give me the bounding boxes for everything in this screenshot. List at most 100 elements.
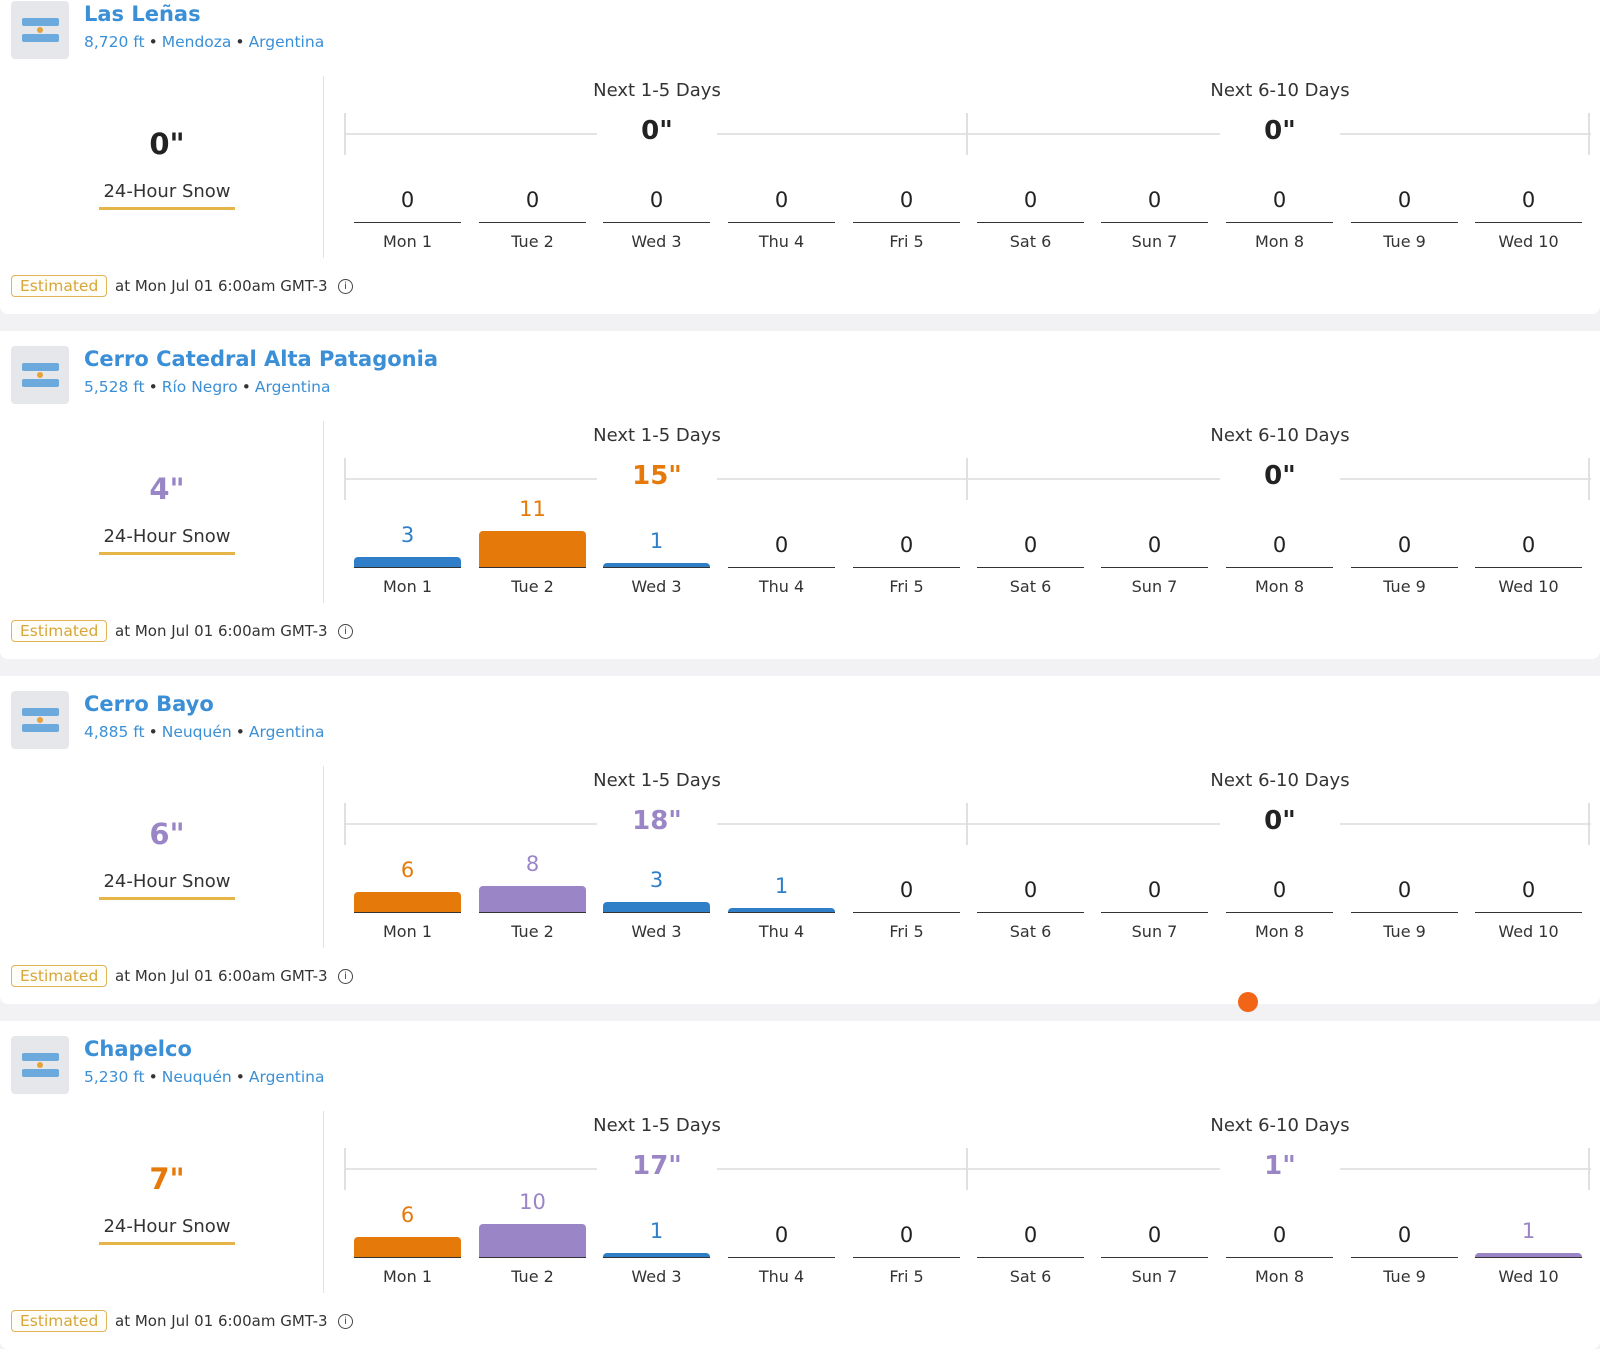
elevation-link[interactable]: 8,720 ft [84, 33, 145, 51]
region-link[interactable]: Neuquén [161, 1068, 232, 1086]
info-icon[interactable]: i [338, 624, 353, 639]
resort-card-inner: Chapelco 5,230 ft • Neuquén • Argentina 7" 24-H… [0, 1035, 1600, 1349]
region-link[interactable]: Río Negro [161, 378, 238, 396]
info-icon[interactable]: i [338, 1314, 353, 1329]
forecast-day[interactable]: 6 Mon 1 [354, 1035, 461, 1315]
resort-name-link[interactable]: Chapelco [84, 1037, 192, 1061]
separator-dot: • [148, 33, 158, 51]
day-label: Wed 10 [1498, 1267, 1559, 1286]
snow-bar [603, 1253, 710, 1257]
forecast-day[interactable]: 0 Wed 10 [1475, 345, 1582, 625]
forecast-day[interactable]: 0 Fri 5 [853, 690, 960, 970]
update-timestamp: at Mon Jul 01 6:00am GMT-3 [115, 967, 328, 985]
forecast-day[interactable]: 0 Wed 10 [1475, 690, 1582, 970]
daily-snow-value: 0 [774, 533, 789, 557]
forecast-day[interactable]: 0 Thu 4 [728, 1035, 835, 1315]
resort-card-inner: Cerro Bayo 4,885 ft • Neuquén • Argentina 6" 24… [0, 690, 1600, 1004]
day-baseline [1351, 1257, 1458, 1258]
forecast-day[interactable]: 0 Tue 9 [1351, 1035, 1458, 1315]
forecast-day[interactable]: 1 Thu 4 [728, 690, 835, 970]
info-icon[interactable]: i [338, 969, 353, 984]
forecast-day[interactable]: 0 Wed 3 [603, 0, 710, 280]
forecast-day[interactable]: 0 Fri 5 [853, 1035, 960, 1315]
forecast-day[interactable]: 10 Tue 2 [479, 1035, 586, 1315]
day-baseline [1226, 1257, 1333, 1258]
daily-snow-value: 0 [525, 188, 540, 212]
forecast-day[interactable]: 8 Tue 2 [479, 690, 586, 970]
day-baseline [977, 912, 1084, 913]
forecast-day[interactable]: 0 Sat 6 [977, 345, 1084, 625]
separator-dot: • [148, 1068, 158, 1086]
country-link[interactable]: Argentina [248, 723, 325, 741]
country-link[interactable]: Argentina [248, 33, 325, 51]
status-badge: Estimated [11, 620, 108, 642]
forecast-day[interactable]: 0 Sat 6 [977, 0, 1084, 280]
argentina-flag-icon [11, 1036, 69, 1094]
forecast-day[interactable]: 3 Mon 1 [354, 345, 461, 625]
forecast-day[interactable]: 0 Mon 8 [1226, 1035, 1333, 1315]
country-link[interactable]: Argentina [248, 1068, 325, 1086]
forecast-day[interactable]: 3 Wed 3 [603, 690, 710, 970]
forecast-day[interactable]: 0 Sun 7 [1101, 345, 1208, 625]
forecast-day[interactable]: 0 Mon 1 [354, 0, 461, 280]
forecast-day[interactable]: 1 Wed 3 [603, 1035, 710, 1315]
forecast-day[interactable]: 0 Fri 5 [853, 345, 960, 625]
forecast-day[interactable]: 0 Mon 8 [1226, 0, 1333, 280]
forecast-day[interactable]: 0 Mon 8 [1226, 345, 1333, 625]
resort-name-link[interactable]: Cerro Bayo [84, 692, 214, 716]
day-label: Mon 1 [383, 577, 432, 596]
day-baseline [603, 1257, 710, 1258]
period-range-tick [966, 458, 968, 500]
forecast-day[interactable]: 0 Mon 8 [1226, 690, 1333, 970]
period-total-6-10: 0" [1220, 806, 1340, 836]
update-timestamp: at Mon Jul 01 6:00am GMT-3 [115, 622, 328, 640]
day-label: Sun 7 [1131, 1267, 1178, 1286]
forecast-day[interactable]: 0 Fri 5 [853, 0, 960, 280]
forecast-day[interactable]: 0 Sat 6 [977, 690, 1084, 970]
status-badge: Estimated [11, 965, 108, 987]
forecast-day[interactable]: 0 Sun 7 [1101, 690, 1208, 970]
forecast-day[interactable]: 1 Wed 10 [1475, 1035, 1582, 1315]
forecast-day[interactable]: 0 Thu 4 [728, 345, 835, 625]
day-baseline [354, 567, 461, 568]
day-label: Thu 4 [758, 577, 805, 596]
period-range-tick [1588, 803, 1590, 845]
forecast-day[interactable]: 0 Tue 9 [1351, 345, 1458, 625]
forecast-day[interactable]: 0 Tue 9 [1351, 0, 1458, 280]
period-label-6-10: Next 6-10 Days [1210, 80, 1350, 101]
forecast-day[interactable]: 6 Mon 1 [354, 690, 461, 970]
snow-bar [603, 563, 710, 567]
forecast-day[interactable]: 11 Tue 2 [479, 345, 586, 625]
forecast-day[interactable]: 0 Wed 10 [1475, 0, 1582, 280]
period-label-1-5: Next 1-5 Days [593, 425, 721, 446]
day-baseline [853, 1257, 960, 1258]
day-label: Tue 9 [1383, 922, 1426, 941]
forecast-day[interactable]: 0 Tue 2 [479, 0, 586, 280]
forecast-day[interactable]: 0 Sun 7 [1101, 1035, 1208, 1315]
resort-name-link[interactable]: Las Leñas [84, 2, 201, 26]
country-link[interactable]: Argentina [254, 378, 331, 396]
day-baseline [603, 912, 710, 913]
forecast-day[interactable]: 0 Thu 4 [728, 0, 835, 280]
info-icon[interactable]: i [338, 279, 353, 294]
forecast-day[interactable]: 0 Sat 6 [977, 1035, 1084, 1315]
elevation-link[interactable]: 5,528 ft [84, 378, 145, 396]
resort-card: Cerro Catedral Alta Patagonia 5,528 ft • Rí… [0, 331, 1600, 659]
day-label: Tue 2 [511, 577, 554, 596]
forecast-day[interactable]: 1 Wed 3 [603, 345, 710, 625]
daily-snow-value: 0 [400, 188, 415, 212]
day-baseline [1226, 912, 1333, 913]
elevation-link[interactable]: 5,230 ft [84, 1068, 145, 1086]
day-label: Mon 8 [1255, 1267, 1304, 1286]
elevation-link[interactable]: 4,885 ft [84, 723, 145, 741]
resort-name-link[interactable]: Cerro Catedral Alta Patagonia [84, 347, 438, 371]
region-link[interactable]: Mendoza [161, 33, 232, 51]
update-timestamp: at Mon Jul 01 6:00am GMT-3 [115, 277, 328, 295]
forecast-day[interactable]: 0 Sun 7 [1101, 0, 1208, 280]
separator-dot: • [148, 378, 158, 396]
forecast-day[interactable]: 0 Tue 9 [1351, 690, 1458, 970]
region-link[interactable]: Neuquén [161, 723, 232, 741]
day-baseline [1101, 567, 1208, 568]
day-label: Wed 3 [631, 232, 682, 251]
period-range-tick [344, 458, 346, 500]
